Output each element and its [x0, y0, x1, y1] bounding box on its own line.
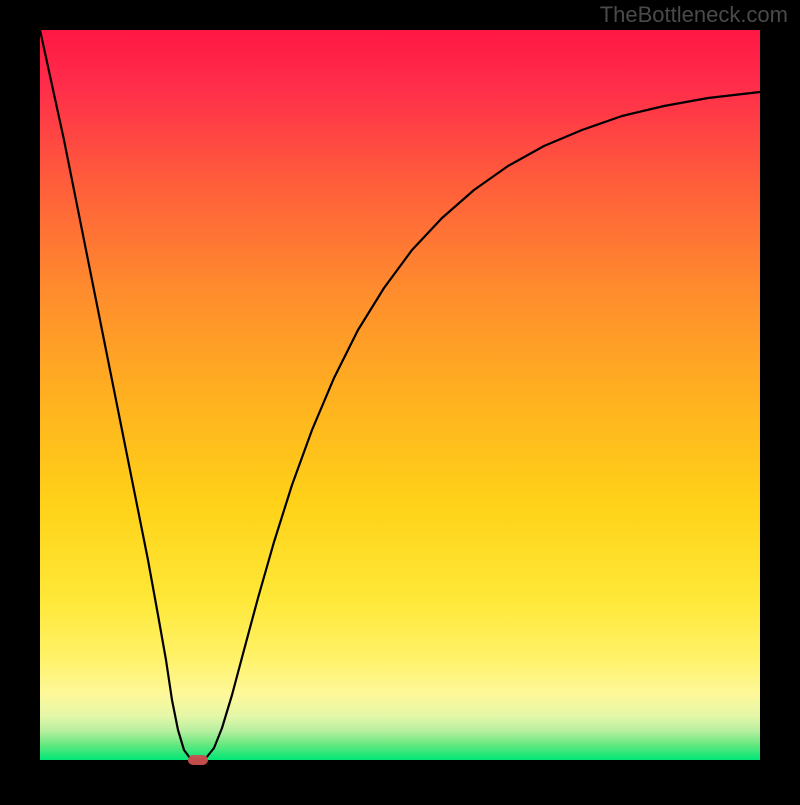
chart-background [40, 30, 760, 760]
minimum-marker [188, 755, 208, 765]
watermark-text: TheBottleneck.com [600, 2, 788, 28]
chart-svg [0, 0, 800, 800]
bottleneck-chart [0, 0, 800, 800]
